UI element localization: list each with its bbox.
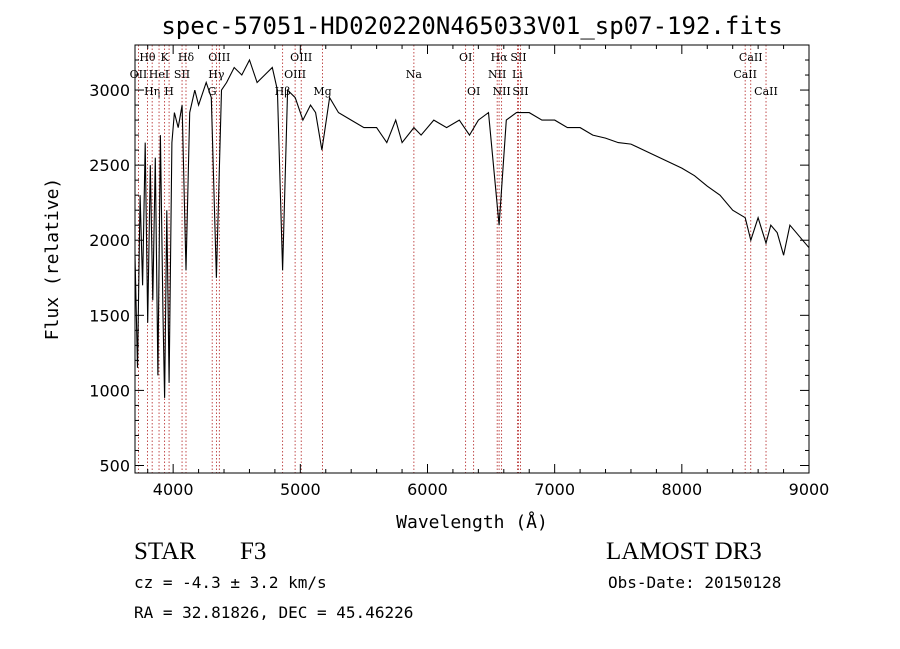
line-label-7: Hδ bbox=[178, 51, 195, 64]
y-tick-label-3: 2000 bbox=[89, 231, 130, 250]
line-label-1: OII bbox=[130, 68, 148, 81]
line-label-2: Hη bbox=[144, 85, 160, 98]
axes: 4000 5000 6000 7000 8000 9000 500 1000 1500 2000 2… bbox=[89, 45, 829, 499]
line-label-11: Hβ bbox=[275, 85, 291, 98]
x-axis-label: Wavelength (Å) bbox=[396, 511, 548, 533]
redshift-velocity: cz = -4.3 ± 3.2 km/s bbox=[134, 573, 327, 592]
observation-date: Obs-Date: 20150128 bbox=[608, 573, 782, 592]
line-label-24: CaII bbox=[739, 51, 763, 64]
y-tick-label-0: 500 bbox=[99, 456, 130, 475]
plot-frame bbox=[134, 44, 810, 474]
ra-dec-coordinates: RA = 32.81826, DEC = 45.46226 bbox=[134, 603, 414, 622]
line-label-17: OI bbox=[467, 85, 480, 98]
y-tick-label-1: 1000 bbox=[89, 381, 130, 400]
object-class: STAR bbox=[134, 538, 196, 565]
x-tick-label-5: 9000 bbox=[789, 480, 830, 499]
line-label-13: OIII bbox=[290, 51, 312, 64]
x-tick-label-3: 7000 bbox=[534, 480, 575, 499]
line-label-26: CaII bbox=[754, 85, 778, 98]
line-label-5: H bbox=[164, 85, 174, 98]
line-label-22: Li bbox=[512, 68, 523, 81]
spectrum-series bbox=[135, 58, 809, 398]
line-label-21: SII bbox=[510, 51, 526, 64]
y-tick-label-5: 3000 bbox=[89, 81, 130, 100]
x-tick-label-2: 6000 bbox=[407, 480, 448, 499]
chart-title: spec-57051-HD020220N465033V01_sp07-192.f… bbox=[161, 12, 782, 40]
spectrum-line-0 bbox=[135, 58, 809, 398]
line-label-14: Mg bbox=[313, 85, 331, 98]
x-tick-label-1: 5000 bbox=[280, 480, 321, 499]
y-tick-label-4: 2500 bbox=[89, 156, 130, 175]
line-label-18: Hα bbox=[491, 51, 509, 64]
line-label-15: Na bbox=[406, 68, 423, 81]
line-label-6: SII bbox=[174, 68, 190, 81]
x-tick-label-4: 8000 bbox=[661, 480, 702, 499]
line-label-23: SII bbox=[512, 85, 528, 98]
y-tick-label-2: 1500 bbox=[89, 306, 130, 325]
line-label-20: NII bbox=[492, 85, 510, 98]
line-label-25: CaII bbox=[733, 68, 757, 81]
x-tick-label-0: 4000 bbox=[153, 480, 194, 499]
survey-label: LAMOST DR3 bbox=[606, 538, 762, 565]
line-label-16: OI bbox=[459, 51, 472, 64]
line-label-3: HeI bbox=[149, 68, 169, 81]
line-label-8: OIII bbox=[208, 51, 230, 64]
line-label-9: G bbox=[208, 85, 217, 98]
line-label-0: Hθ bbox=[139, 51, 156, 64]
line-label-19: NII bbox=[488, 68, 506, 81]
line-label-4: K bbox=[161, 51, 170, 64]
line-label-10: Hγ bbox=[208, 68, 225, 81]
object-subclass: F3 bbox=[240, 538, 267, 565]
line-label-12: OIII bbox=[284, 68, 306, 81]
y-axis-label: Flux (relative) bbox=[42, 178, 63, 341]
spectrum-chart: spec-57051-HD020220N465033V01_sp07-192.f… bbox=[42, 12, 829, 533]
